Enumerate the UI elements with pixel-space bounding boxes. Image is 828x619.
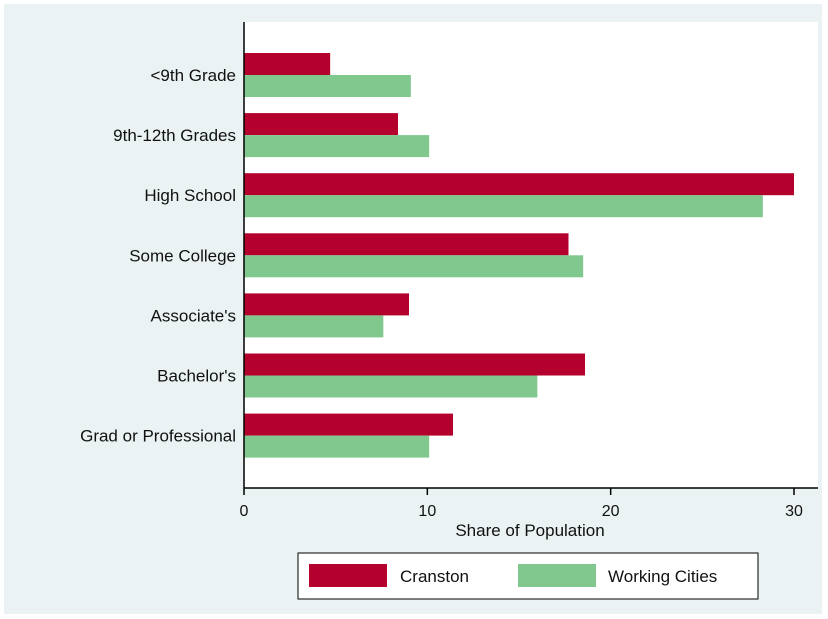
x-tick-label-0: 0 — [240, 503, 249, 520]
bar-working-cities-bachelor-s — [244, 375, 538, 398]
category-label-9th-grade: <9th Grade — [150, 66, 236, 85]
category-labels: <9th Grade 9th-12th Grades High School Some… — [80, 66, 236, 446]
category-label-high-school: High School — [144, 186, 236, 205]
x-tick-label-10: 10 — [418, 503, 436, 520]
x-tick-label-30: 30 — [785, 503, 803, 520]
bars-group — [244, 53, 794, 458]
bar-working-cities-some-college — [244, 255, 584, 278]
legend-label-working-cities: Working Cities — [608, 567, 717, 586]
bar-working-cities-associate-s — [244, 315, 384, 338]
bar-working-cities-9th-grade — [244, 75, 411, 97]
x-tick-label-20: 20 — [602, 503, 620, 520]
bar-cranston-9th-grade — [244, 53, 331, 75]
x-axis-title: Share of Population — [455, 521, 604, 540]
legend-swatch-working-cities — [518, 564, 596, 587]
legend-label-cranston: Cranston — [400, 567, 469, 586]
x-axis-ticks: 0 10 20 30 — [240, 488, 803, 520]
legend: Cranston Working Cities — [297, 552, 759, 600]
bar-cranston-9th-12th-grades — [244, 113, 398, 136]
bar-cranston-high-school — [244, 173, 794, 196]
bar-working-cities-grad-or-professional — [244, 435, 430, 458]
category-label-bachelor-s: Bachelor's — [157, 367, 236, 386]
bar-working-cities-high-school — [244, 195, 763, 218]
category-label-some-college: Some College — [129, 246, 236, 265]
bar-cranston-grad-or-professional — [244, 413, 453, 436]
category-label-grad-or-professional: Grad or Professional — [80, 427, 236, 446]
legend-swatch-cranston — [309, 564, 387, 587]
category-label-9th-12th-grades: 9th-12th Grades — [113, 126, 236, 145]
bar-working-cities-9th-12th-grades — [244, 135, 430, 158]
bar-cranston-bachelor-s — [244, 353, 585, 376]
bar-cranston-associate-s — [244, 293, 409, 316]
category-label-associate-s: Associate's — [151, 306, 236, 325]
bar-cranston-some-college — [244, 233, 569, 256]
